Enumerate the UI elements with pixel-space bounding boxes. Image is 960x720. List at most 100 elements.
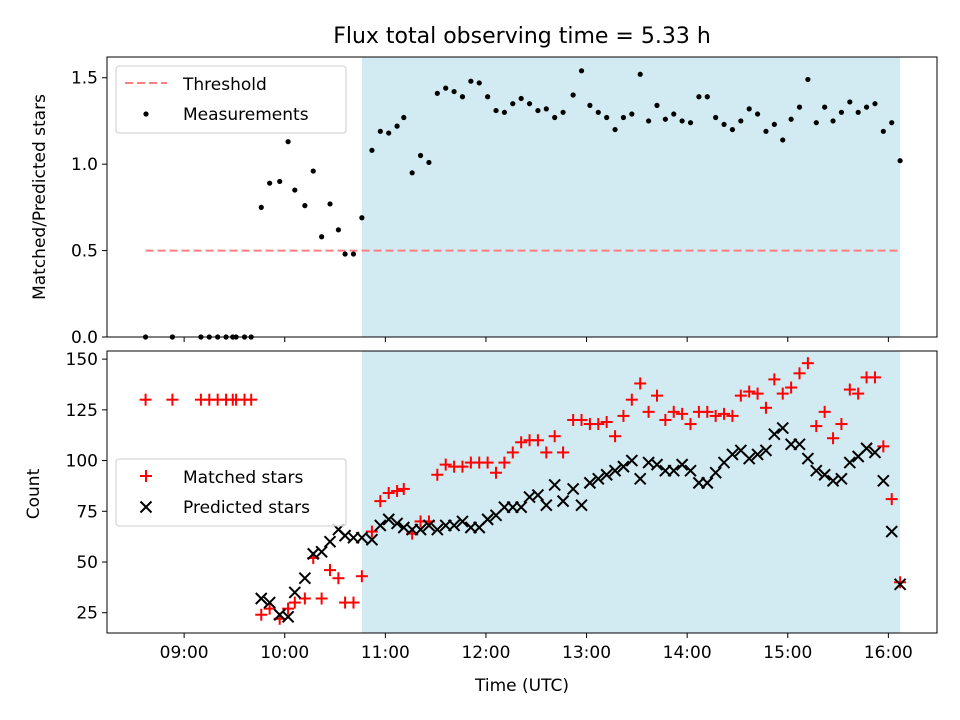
predicted-star-point (575, 498, 588, 512)
predicted-star-point (634, 472, 647, 486)
top-plot-frame (106, 56, 938, 338)
measurement-point (292, 187, 298, 193)
bottom-ytick-label: 50 (76, 553, 98, 573)
measurement-point (595, 109, 601, 115)
matched-star-point (894, 576, 907, 589)
predicted-star-point (608, 464, 622, 477)
matched-star-point (768, 373, 781, 386)
measurement-point (476, 80, 482, 86)
x-axis-label: Time (UTC) (474, 676, 569, 696)
top-legend-box (115, 65, 347, 134)
measurement-point (342, 251, 348, 257)
matched-star-point (759, 401, 772, 414)
matched-star-point (166, 393, 179, 406)
matched-star-point (600, 416, 613, 429)
matched-star-point (557, 446, 570, 459)
top-shaded-span (361, 57, 901, 337)
measurement-point (662, 116, 668, 122)
matched-star-point (506, 446, 519, 459)
measurement-point (485, 94, 491, 100)
predicted-star-point (390, 517, 404, 530)
predicted-star-point (431, 523, 444, 536)
matched-star-point (810, 420, 823, 433)
predicted-star-point (540, 498, 553, 512)
matched-star-point (877, 440, 890, 453)
matched-star-point (667, 405, 680, 418)
predicted-star-point (860, 442, 873, 455)
measurement-point (897, 158, 903, 164)
predicted-star-point (414, 523, 427, 536)
measurement-point (604, 114, 610, 121)
matched-star-point (634, 377, 647, 390)
matched-star-point (617, 409, 630, 422)
measurement-point (637, 71, 643, 77)
measurement-point (443, 85, 449, 91)
matched-star-point (734, 389, 747, 402)
predicted-star-point (600, 468, 613, 481)
xtick-label: 16:00 (864, 643, 913, 663)
measurement-point (417, 152, 424, 159)
xtick-label: 10:00 (260, 643, 309, 663)
matched-star-point (885, 493, 898, 506)
predicted-star-point (323, 535, 337, 548)
measurement-point (434, 90, 440, 96)
predicted-star-point (768, 427, 781, 441)
legend-matched-swatch (140, 470, 152, 482)
predicted-star-point (877, 474, 890, 488)
predicted-star-point (709, 466, 722, 479)
measurement-point (771, 121, 777, 128)
measurement-point (620, 114, 627, 121)
measurement-point (671, 111, 677, 117)
predicted-star-point (566, 482, 580, 496)
predicted-star-point (801, 452, 815, 465)
measurement-point (310, 168, 316, 174)
measurement-point (394, 123, 400, 129)
matched-star-point (490, 466, 503, 479)
predicted-star-point (684, 464, 697, 477)
measurement-point (645, 118, 652, 124)
matched-star-point (263, 602, 276, 615)
matched-star-point (793, 367, 806, 380)
top-panel: 0.0 0.5 1.0 1.5 Matched/Predicted stars Thr… (30, 56, 938, 348)
predicted-star-point (592, 472, 605, 486)
predicted-star-point (315, 545, 328, 559)
predicted-star-point (556, 494, 570, 508)
matched-star-point (498, 456, 511, 469)
legend-matched-label: Matched stars (183, 468, 303, 488)
bottom-panel: 25 50 75 100 125 150 09:00 10:00 11:00 12:00 13:0… (24, 350, 938, 696)
predicted-star-point (531, 488, 545, 502)
measurement-point (369, 147, 375, 153)
matched-star-point (743, 385, 756, 398)
predicted-star-point (447, 519, 461, 532)
measurement-point (746, 106, 752, 112)
matched-star-point (827, 432, 840, 445)
measurement-point (763, 128, 769, 134)
xtick-label: 11:00 (361, 643, 410, 663)
predicted-star-point (365, 533, 379, 546)
matched-star-point (255, 608, 268, 621)
matched-star-point (709, 409, 722, 422)
legend-threshold-label: Threshold (182, 75, 267, 95)
measurement-point (350, 251, 357, 257)
matched-star-point (801, 357, 814, 370)
predicted-star-point (675, 458, 689, 471)
matched-star-point (332, 572, 345, 585)
matched-star-point (609, 430, 622, 443)
bottom-shaded-span (361, 351, 901, 633)
xtick-label: 13:00 (562, 643, 611, 663)
matched-star-point (843, 383, 856, 396)
matched-star-point (718, 407, 731, 420)
measurement-point (696, 94, 702, 100)
legend-predicted-marker (139, 500, 153, 514)
predicted-star-point (893, 578, 907, 591)
bottom-y-axis-label: Count (24, 468, 44, 519)
predicted-star-point (776, 421, 789, 435)
matched-star-point (245, 393, 258, 406)
predicted-star-point (793, 438, 806, 451)
bottom-ytick-label: 25 (76, 604, 98, 624)
top-ytick-label: 1.0 (71, 155, 98, 175)
predicted-star-point (759, 444, 773, 457)
measurement-point (713, 114, 719, 121)
matched-star-point (684, 418, 697, 431)
